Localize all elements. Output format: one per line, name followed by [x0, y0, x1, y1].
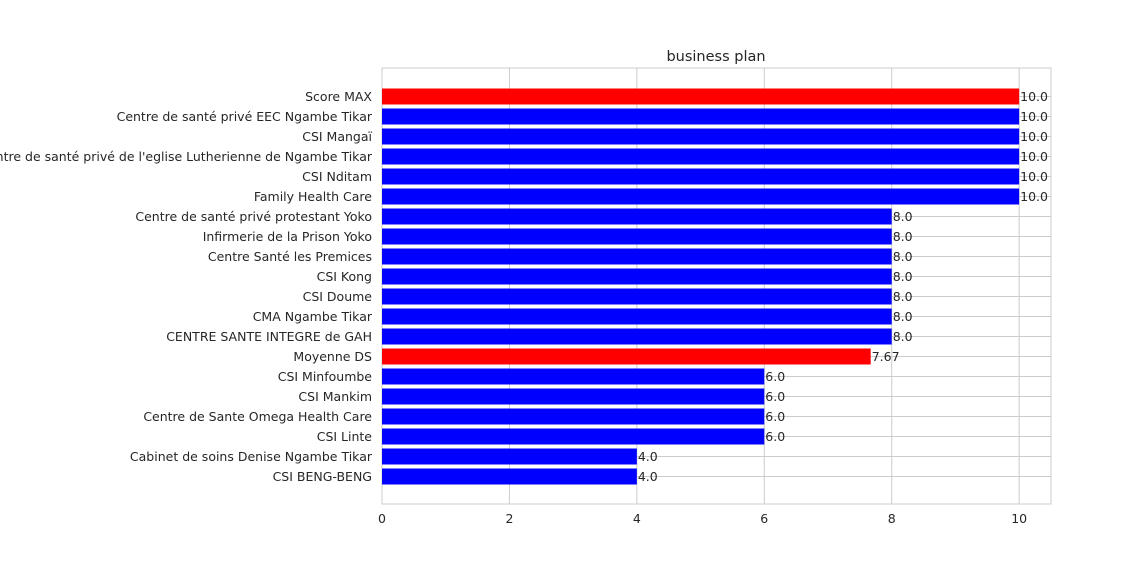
category-label: CMA Ngambe Tikar	[253, 309, 373, 324]
value-label: 8.0	[893, 309, 913, 324]
category-label: Centre de santé privé EEC Ngambe Tikar	[117, 109, 373, 124]
bar	[382, 208, 892, 225]
bar	[382, 148, 1020, 165]
x-tick-label: 4	[633, 511, 641, 526]
bar	[382, 348, 871, 365]
category-labels: Score MAX Centre de santé privé EEC Ngamb…	[0, 89, 373, 484]
x-tick-label: 0	[378, 511, 386, 526]
bar	[382, 128, 1020, 145]
category-label: CSI Kong	[317, 269, 372, 284]
x-tick-labels: 0 2 4 6 8 10	[378, 511, 1027, 526]
bar	[382, 88, 1020, 105]
category-label: Cabinet de soins Denise Ngambe Tikar	[130, 449, 373, 464]
bar	[382, 168, 1020, 185]
category-label: CSI Mangaï	[302, 129, 372, 144]
value-label: 6.0	[765, 429, 785, 444]
bar	[382, 108, 1020, 125]
bar	[382, 408, 765, 425]
category-label: Centre de santé privé de l'eglise Luther…	[0, 149, 373, 164]
value-label: 8.0	[893, 249, 913, 264]
category-label: Centre de santé privé protestant Yoko	[135, 209, 372, 224]
bar	[382, 428, 765, 445]
category-label: CSI BENG-BENG	[273, 469, 372, 484]
value-label: 8.0	[893, 329, 913, 344]
value-label: 10.0	[1020, 129, 1048, 144]
category-label: CSI Linte	[317, 429, 373, 444]
value-label: 6.0	[765, 389, 785, 404]
category-label: CENTRE SANTE INTEGRE de GAH	[166, 329, 372, 344]
x-tick-label: 8	[888, 511, 896, 526]
bar	[382, 468, 637, 485]
bars	[382, 88, 1020, 485]
category-label: CSI Doume	[303, 289, 373, 304]
value-label: 10.0	[1020, 89, 1048, 104]
value-label: 6.0	[765, 369, 785, 384]
value-label: 4.0	[638, 469, 658, 484]
category-label: CSI Nditam	[302, 169, 372, 184]
x-tick-label: 10	[1011, 511, 1027, 526]
category-label: CSI Minfoumbe	[278, 369, 373, 384]
chart-title: business plan	[666, 49, 765, 65]
category-label: Centre Santé les Premices	[208, 249, 372, 264]
value-label: 7.67	[872, 349, 900, 364]
bar	[382, 188, 1020, 205]
category-label: Family Health Care	[254, 189, 372, 204]
category-label: Score MAX	[305, 89, 372, 104]
value-label: 10.0	[1020, 109, 1048, 124]
value-label: 10.0	[1020, 169, 1048, 184]
value-label: 8.0	[893, 289, 913, 304]
bar	[382, 248, 892, 265]
value-label: 8.0	[893, 209, 913, 224]
value-labels: 10.0 10.0 10.0 10.0 10.0 10.0 8.0 8.0 8.0 8.0 8.0 8…	[638, 89, 1048, 484]
value-label: 6.0	[765, 409, 785, 424]
value-label: 8.0	[893, 269, 913, 284]
category-label: Moyenne DS	[293, 349, 372, 364]
category-label: CSI Mankim	[298, 389, 372, 404]
bar	[382, 368, 765, 385]
value-label: 4.0	[638, 449, 658, 464]
bar	[382, 308, 892, 325]
value-label: 8.0	[893, 229, 913, 244]
bar	[382, 288, 892, 305]
bar	[382, 328, 892, 345]
bar	[382, 228, 892, 245]
bar	[382, 268, 892, 285]
x-tick-label: 2	[505, 511, 513, 526]
category-label: Centre de Sante Omega Health Care	[143, 409, 372, 424]
value-label: 10.0	[1020, 189, 1048, 204]
x-tick-label: 6	[760, 511, 768, 526]
bar	[382, 448, 637, 465]
category-label: Infirmerie de la Prison Yoko	[203, 229, 372, 244]
value-label: 10.0	[1020, 149, 1048, 164]
bar	[382, 388, 765, 405]
